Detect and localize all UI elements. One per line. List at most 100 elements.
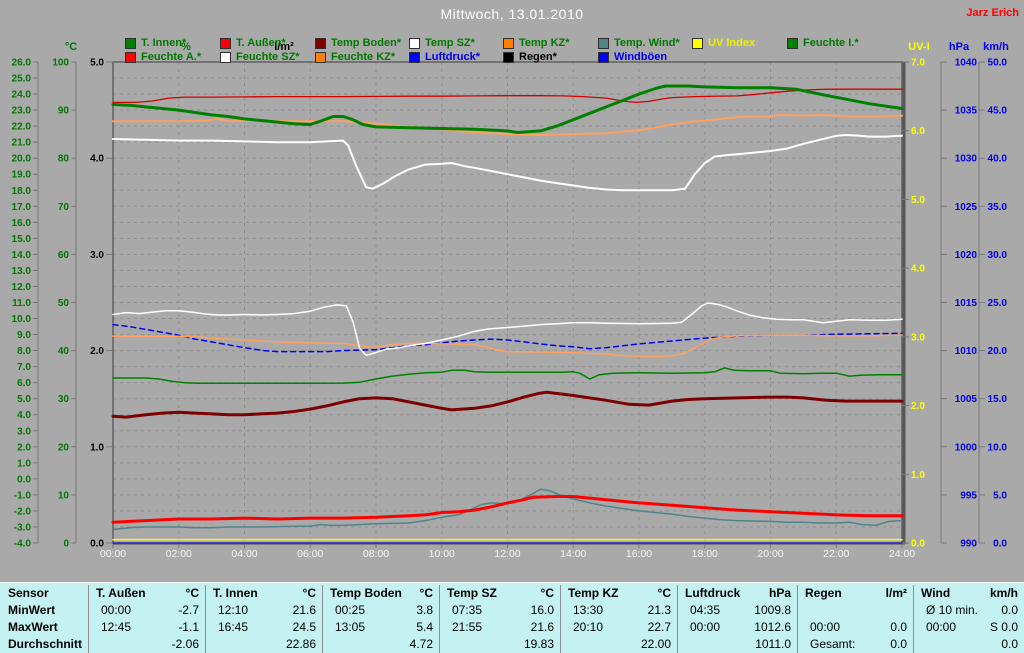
cell-left: T. Innen xyxy=(213,586,258,600)
axis-label-temp: 20.0 xyxy=(12,154,32,165)
table-row-label: Sensor xyxy=(8,586,49,600)
axis-label-rain: 1.0 xyxy=(90,442,104,453)
axis-label-wind: 35.0 xyxy=(988,202,1008,213)
table-col-header: Wind km/h xyxy=(913,585,1024,602)
axis-label-temp: 12.0 xyxy=(12,282,32,293)
axis-label-temp: 3.0 xyxy=(17,426,31,437)
legend-swatch xyxy=(598,37,609,49)
axis-header-hum: % xyxy=(181,41,191,53)
legend-label: Feuchte I.* xyxy=(803,37,859,49)
legend-swatch xyxy=(409,51,420,63)
cell-left: Temp SZ xyxy=(447,586,497,600)
series-feuchte-a xyxy=(112,88,903,104)
axis-label-rain: 5.0 xyxy=(90,58,104,69)
series-temp-sz xyxy=(112,134,903,192)
axis-label-wind: 0.0 xyxy=(993,539,1007,550)
axis-label-hum: 100 xyxy=(52,58,69,69)
table-cell: 07:35 16.0 xyxy=(439,602,560,619)
axis-label-temp: -1.0 xyxy=(14,490,32,501)
legend-swatch xyxy=(787,37,798,49)
table-col-header: Temp SZ °C xyxy=(439,585,560,602)
legend-item: Temp. Wind* xyxy=(598,37,680,49)
table-col-header: T. Außen °C xyxy=(88,585,205,602)
cell-left: Temp KZ xyxy=(568,586,619,600)
legend-label: Temp KZ* xyxy=(519,37,570,49)
legend-label: Luftdruck* xyxy=(425,51,480,63)
axis-label-hpa: 1040 xyxy=(955,58,978,69)
table-cell: 00:00 S 0.0 xyxy=(913,619,1024,636)
axis-header-uv: UV-I xyxy=(908,41,929,53)
axis-label-uv: 7.0 xyxy=(911,58,925,69)
axis-label-rain: 0.0 xyxy=(90,539,104,550)
legend-label: Feuchte KZ* xyxy=(331,51,396,63)
cell-left: Regen xyxy=(805,586,842,600)
cell-right: 3.8 xyxy=(416,603,433,617)
legend-item: Feuchte KZ* xyxy=(315,51,395,63)
x-axis-label: 24:00 xyxy=(889,548,915,560)
cell-left: 13:05 xyxy=(335,620,366,634)
table-col-header: Temp KZ °C xyxy=(560,585,677,602)
series-t-innen xyxy=(111,84,904,134)
axis-label-temp: 15.0 xyxy=(12,234,32,245)
cell-right: 24.5 xyxy=(292,620,316,634)
table-cell: 4.72 xyxy=(322,636,439,653)
axis-label-hpa: 1015 xyxy=(955,298,978,309)
cell-right: 1009.8 xyxy=(754,603,791,617)
legend-swatch xyxy=(315,51,326,63)
legend-item: Temp KZ* xyxy=(503,37,570,49)
axis-label-hum: 80 xyxy=(58,154,70,165)
axis-label-hpa: 1035 xyxy=(955,106,978,117)
table-cell: 04:35 1009.8 xyxy=(677,602,797,619)
x-axis-label: 02:00 xyxy=(166,548,192,560)
table-cell xyxy=(797,602,913,619)
cell-right: 0.0 xyxy=(1001,637,1018,651)
cell-left: 12:45 xyxy=(101,620,132,634)
table-cell: 00:00 1012.6 xyxy=(677,619,797,636)
cell-right: 22.86 xyxy=(285,637,316,651)
legend-swatch xyxy=(692,37,703,49)
axis-label-hum: 50 xyxy=(58,298,70,309)
cell-left: 13:30 xyxy=(573,603,604,617)
cell-left: 04:35 xyxy=(690,603,721,617)
legend-swatch xyxy=(125,37,136,49)
axis-label-wind: 5.0 xyxy=(993,490,1007,501)
axis-label-wind: 50.0 xyxy=(988,58,1008,69)
table-cell: Ø 10 min. 0.0 xyxy=(913,602,1024,619)
table-cell: 16:45 24.5 xyxy=(205,619,322,636)
axis-label-temp: 26.0 xyxy=(12,58,32,69)
axis-label-wind: 20.0 xyxy=(988,346,1008,357)
axis-label-temp: 16.0 xyxy=(12,218,32,229)
axis-label-uv: 2.0 xyxy=(911,401,925,412)
cell-right: °C xyxy=(657,586,671,600)
legend-item: Temp SZ* xyxy=(409,37,475,49)
table-col-header: T. Innen °C xyxy=(205,585,322,602)
legend-item: Feuchte I.* xyxy=(787,37,859,49)
cell-left: 00:00 xyxy=(810,620,841,634)
series-temp-boden xyxy=(111,390,904,419)
x-axis-label: 14:00 xyxy=(560,548,586,560)
x-axis-label: 18:00 xyxy=(692,548,718,560)
axis-header-wind: km/h xyxy=(983,41,1009,53)
legend-item: Regen* xyxy=(503,51,557,63)
axis-label-temp: -3.0 xyxy=(14,522,32,533)
series-temp-wind xyxy=(112,488,903,531)
cell-left: 00:25 xyxy=(335,603,366,617)
axis-label-wind: 15.0 xyxy=(988,394,1008,405)
table-cell: 13:30 21.3 xyxy=(560,602,677,619)
table-cell: 12:10 21.6 xyxy=(205,602,322,619)
axis-label-hpa: 1010 xyxy=(955,346,978,357)
axis-label-temp: 24.0 xyxy=(12,90,32,101)
x-axis-label: 08:00 xyxy=(363,548,389,560)
cell-left: 07:35 xyxy=(452,603,483,617)
axis-label-hpa: 1000 xyxy=(955,442,978,453)
x-axis-label: 10:00 xyxy=(429,548,455,560)
cell-right: 19.83 xyxy=(523,637,554,651)
legend-label: Temp Boden* xyxy=(331,37,402,49)
cell-right: km/h xyxy=(989,586,1018,600)
table-cell: 0.0 xyxy=(913,636,1024,653)
axis-label-temp: 4.0 xyxy=(17,410,31,421)
legend-label: Feuchte A.* xyxy=(141,51,202,63)
table-cell: 21:55 21.6 xyxy=(439,619,560,636)
table-cell: 1011.0 xyxy=(677,636,797,653)
